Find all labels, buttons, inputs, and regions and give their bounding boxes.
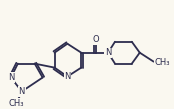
Text: CH₃: CH₃ [155, 58, 170, 67]
Text: N: N [64, 72, 71, 81]
Text: N: N [19, 87, 25, 96]
Text: N: N [8, 73, 14, 82]
Text: N: N [105, 48, 111, 57]
Text: O: O [93, 35, 100, 44]
Text: CH₃: CH₃ [8, 99, 24, 108]
